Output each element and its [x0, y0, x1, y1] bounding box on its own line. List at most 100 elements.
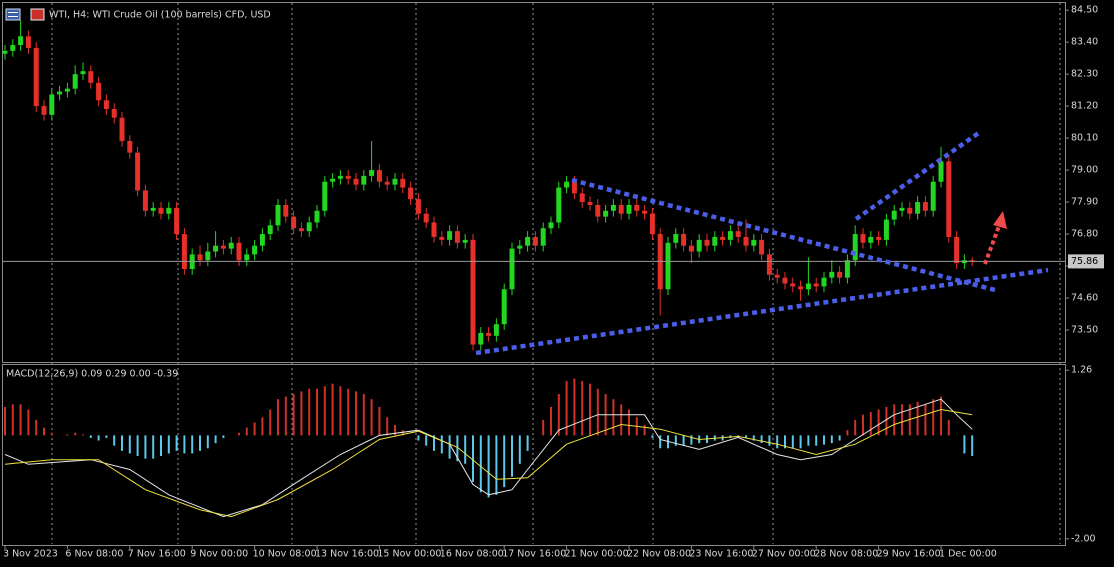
candle-body	[891, 210, 897, 220]
candle-body	[821, 277, 827, 287]
candle-body	[844, 260, 850, 278]
macd-histogram-bar	[121, 435, 123, 451]
macd-histogram-bar	[50, 432, 53, 436]
macd-histogram-bar	[752, 435, 755, 441]
macd-histogram-bar	[807, 435, 810, 446]
candle-body	[478, 332, 484, 345]
y-tick-label: 1.26	[1071, 365, 1092, 376]
macd-histogram-bar	[518, 435, 521, 464]
macd-histogram-bar	[191, 435, 194, 454]
candle-body	[454, 231, 460, 243]
macd-histogram-bar	[784, 435, 786, 449]
macd-histogram-bar	[97, 435, 100, 441]
macd-histogram-bar	[620, 404, 623, 436]
candle-body	[2, 50, 8, 54]
y-tick-label: 83.40	[1071, 37, 1098, 48]
candle-body	[275, 204, 281, 226]
candle-body	[158, 207, 164, 214]
candle-body	[205, 251, 211, 261]
macd-histogram-bar	[82, 434, 84, 436]
candle-body	[946, 161, 952, 237]
macd-histogram-bar	[113, 435, 116, 446]
forecast-arrowhead	[993, 211, 1007, 229]
macd-histogram-bar	[378, 406, 381, 436]
candle-body	[298, 228, 304, 232]
macd-histogram-bar	[776, 435, 779, 449]
candle-body	[431, 222, 437, 237]
x-tick-label: 17 Nov 16:00	[502, 549, 566, 560]
candle-body	[517, 245, 523, 249]
macd-histogram-bar	[940, 396, 942, 436]
macd-histogram-bar	[487, 435, 490, 498]
macd-histogram-bar	[526, 435, 529, 451]
macd-histogram-bar	[144, 435, 147, 459]
macd-histogram-bar	[869, 412, 872, 436]
x-tick-label: 7 Nov 16:00	[128, 549, 186, 560]
x-tick-label: 16 Nov 08:00	[440, 549, 504, 560]
macd-histogram-bar	[417, 435, 420, 441]
macd-histogram-bar	[27, 409, 30, 436]
vertical-grid	[51, 3, 1061, 544]
x-tick-label: 28 Nov 08:00	[814, 549, 878, 560]
macd-histogram-bar	[269, 409, 272, 436]
macd-histogram-bar	[464, 435, 467, 464]
macd-histogram-bar	[456, 435, 459, 462]
candle-body	[72, 74, 78, 89]
candle-body	[353, 178, 359, 185]
macd-histogram-bar	[284, 396, 287, 436]
macd-histogram-bar	[261, 417, 264, 436]
y-tick-label: 81.20	[1071, 101, 1098, 112]
candle-body	[408, 187, 414, 200]
macd-histogram-bar	[35, 419, 38, 436]
macd-histogram-bar	[347, 388, 350, 436]
candle-body	[501, 289, 507, 325]
candle-body	[18, 36, 24, 46]
candle-body	[361, 175, 367, 185]
macd-histogram-bar	[433, 435, 435, 451]
candle-body	[829, 271, 835, 278]
x-tick-label: 21 Nov 00:00	[565, 549, 629, 560]
candle-body	[96, 82, 102, 101]
macd-histogram-bar	[643, 425, 646, 436]
candle-body	[564, 181, 570, 188]
candle-body	[665, 242, 671, 290]
macd-histogram-bar	[768, 435, 771, 446]
symbol-icon	[5, 8, 21, 21]
candle-body	[610, 204, 616, 211]
candle-body	[525, 236, 531, 246]
candle-body	[509, 248, 515, 290]
macd-histogram-bar	[932, 399, 935, 436]
macd-histogram-bar	[183, 435, 186, 454]
macd-histogram-bar	[589, 383, 591, 436]
x-tick-label: 23 Nov 16:00	[689, 549, 753, 560]
macd-histogram-bar	[425, 435, 428, 446]
candle-body	[618, 204, 624, 214]
candle-body	[166, 207, 172, 214]
macd-histogram-bar	[323, 386, 326, 436]
macd-histogram-bar	[105, 435, 108, 438]
candle-body	[392, 178, 398, 185]
candle-body	[642, 210, 648, 214]
candle-body	[267, 225, 273, 235]
candle-body	[119, 117, 125, 141]
y-tick-label: 76.80	[1071, 229, 1098, 240]
y-tick-label: 77.90	[1071, 197, 1098, 208]
macd-histogram-bar	[253, 422, 256, 436]
candle-body	[306, 222, 312, 232]
candle-body	[704, 239, 710, 246]
candle-body	[447, 231, 453, 240]
candle-body	[142, 190, 148, 211]
macd-histogram-bar	[370, 399, 373, 436]
y-tick-label: 74.60	[1071, 293, 1098, 304]
macd-histogram-bar	[745, 435, 747, 438]
candle-body	[174, 207, 180, 235]
header: WTI, H4: WTI Crude Oil (100 barrels) CFD…	[5, 8, 271, 380]
candle-body	[720, 236, 726, 240]
resistance-trendline	[571, 177, 996, 293]
candle-body	[423, 213, 429, 223]
last-price-box	[1068, 254, 1104, 269]
candle-body	[88, 71, 94, 83]
macd-histogram-bar	[175, 435, 178, 451]
macd-histogram-bar	[674, 435, 677, 446]
